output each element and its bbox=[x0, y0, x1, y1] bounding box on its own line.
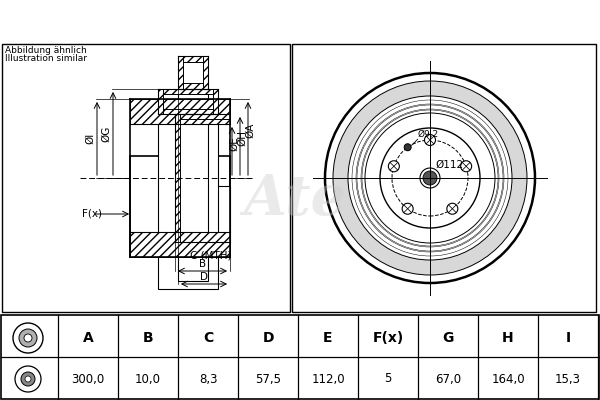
Text: Ø9,2: Ø9,2 bbox=[418, 130, 439, 139]
Text: 15,3: 15,3 bbox=[555, 372, 581, 386]
Bar bbox=[2, 44, 290, 312]
Bar bbox=[175, 232, 230, 242]
Text: D: D bbox=[262, 331, 274, 345]
Bar bbox=[292, 44, 596, 312]
Text: 5: 5 bbox=[385, 372, 392, 386]
Text: 24.0310-0328.1   510328: 24.0310-0328.1 510328 bbox=[154, 11, 446, 31]
Circle shape bbox=[447, 203, 458, 214]
Text: 8,3: 8,3 bbox=[199, 372, 217, 386]
Bar bbox=[130, 232, 230, 257]
Circle shape bbox=[425, 134, 436, 146]
Text: Ate: Ate bbox=[244, 172, 346, 226]
Bar bbox=[175, 186, 230, 242]
Text: Abbildung ähnlich: Abbildung ähnlich bbox=[5, 46, 87, 55]
Circle shape bbox=[380, 128, 480, 228]
Circle shape bbox=[13, 323, 43, 353]
Bar bbox=[21, 375, 35, 382]
Text: B: B bbox=[199, 259, 206, 269]
Text: ØG: ØG bbox=[101, 125, 111, 142]
Text: I: I bbox=[565, 331, 571, 345]
Bar bbox=[213, 89, 218, 114]
Text: ØA: ØA bbox=[245, 123, 255, 138]
Text: ØI: ØI bbox=[85, 133, 95, 144]
Bar bbox=[178, 83, 208, 89]
Circle shape bbox=[404, 144, 411, 151]
Text: D: D bbox=[200, 272, 208, 282]
Text: C (MTH): C (MTH) bbox=[190, 251, 231, 261]
Bar bbox=[22, 367, 34, 373]
Bar bbox=[175, 114, 180, 242]
Circle shape bbox=[325, 73, 535, 283]
Bar bbox=[175, 114, 230, 119]
Text: A: A bbox=[83, 331, 94, 345]
Circle shape bbox=[15, 366, 41, 392]
Circle shape bbox=[21, 372, 35, 386]
Bar bbox=[25, 372, 31, 390]
Circle shape bbox=[24, 334, 32, 342]
Text: 300,0: 300,0 bbox=[71, 372, 104, 386]
Text: 67,0: 67,0 bbox=[435, 372, 461, 386]
Text: ØH: ØH bbox=[237, 130, 247, 146]
Text: Ø112: Ø112 bbox=[435, 160, 463, 170]
Bar bbox=[203, 56, 208, 89]
Text: B: B bbox=[143, 331, 154, 345]
Circle shape bbox=[402, 203, 413, 214]
Text: G: G bbox=[442, 331, 454, 345]
Text: F(x): F(x) bbox=[373, 331, 404, 345]
Text: C: C bbox=[203, 331, 213, 345]
Circle shape bbox=[388, 161, 400, 172]
Circle shape bbox=[423, 171, 437, 185]
Text: 112,0: 112,0 bbox=[311, 372, 345, 386]
Text: F(x): F(x) bbox=[82, 209, 102, 219]
Circle shape bbox=[19, 329, 37, 347]
Bar bbox=[158, 89, 218, 94]
Bar bbox=[158, 89, 163, 114]
Circle shape bbox=[420, 168, 440, 188]
Text: ØE: ØE bbox=[229, 136, 239, 151]
Bar bbox=[130, 99, 230, 124]
Circle shape bbox=[348, 96, 512, 260]
Bar bbox=[178, 56, 208, 62]
Text: 164,0: 164,0 bbox=[491, 372, 525, 386]
Circle shape bbox=[461, 161, 472, 172]
Bar bbox=[158, 114, 218, 289]
Text: 57,5: 57,5 bbox=[255, 372, 281, 386]
Text: 10,0: 10,0 bbox=[135, 372, 161, 386]
Bar bbox=[130, 156, 230, 257]
Text: H: H bbox=[502, 331, 514, 345]
Circle shape bbox=[25, 376, 31, 382]
Bar bbox=[178, 56, 183, 89]
Circle shape bbox=[365, 113, 495, 243]
Bar bbox=[158, 109, 218, 114]
Bar bbox=[178, 89, 208, 281]
Text: E: E bbox=[323, 331, 333, 345]
Text: Illustration similar: Illustration similar bbox=[5, 54, 87, 63]
Circle shape bbox=[333, 81, 527, 275]
